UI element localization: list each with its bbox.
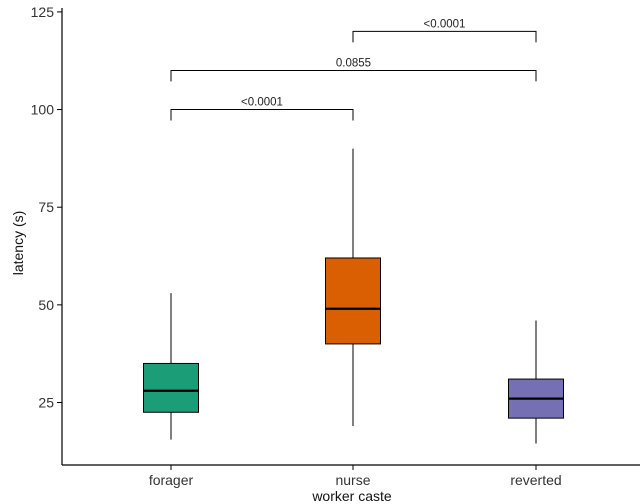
- y-tick-label: 125: [31, 4, 55, 20]
- box-forager: [143, 293, 199, 440]
- y-ticks: 25 50 75 100 125 forager nurse reverted: [31, 4, 562, 488]
- bracket-line: [170, 69, 537, 82]
- y-axis-label: latency (s): [10, 211, 26, 276]
- box-reverted: [508, 320, 564, 444]
- x-axis-label: worker caste: [311, 488, 392, 504]
- p-value-label: 0.0855: [336, 57, 371, 69]
- axes: [61, 8, 640, 466]
- x-tick-label: nurse: [335, 472, 370, 488]
- box-iqr: [143, 362, 199, 413]
- bracket-line: [170, 109, 354, 121]
- p-value-label: <0.0001: [241, 97, 283, 109]
- y-tick-label: 100: [31, 102, 55, 118]
- significance-bracket: 0.0855: [170, 57, 537, 82]
- boxes: [143, 148, 564, 444]
- y-tick-label: 50: [38, 297, 54, 313]
- x-tick-label: reverted: [510, 472, 561, 488]
- box-iqr: [325, 257, 381, 345]
- significance-brackets: <0.0001 0.0855 <0.0001: [170, 18, 537, 121]
- x-tick-label: forager: [149, 472, 194, 488]
- box-nurse: [325, 148, 381, 426]
- y-tick-label: 25: [38, 395, 54, 411]
- y-tick-label: 75: [38, 199, 54, 215]
- significance-bracket: <0.0001: [352, 18, 537, 43]
- p-value-label: <0.0001: [424, 18, 466, 30]
- significance-bracket: <0.0001: [170, 97, 354, 121]
- bracket-line: [352, 30, 537, 43]
